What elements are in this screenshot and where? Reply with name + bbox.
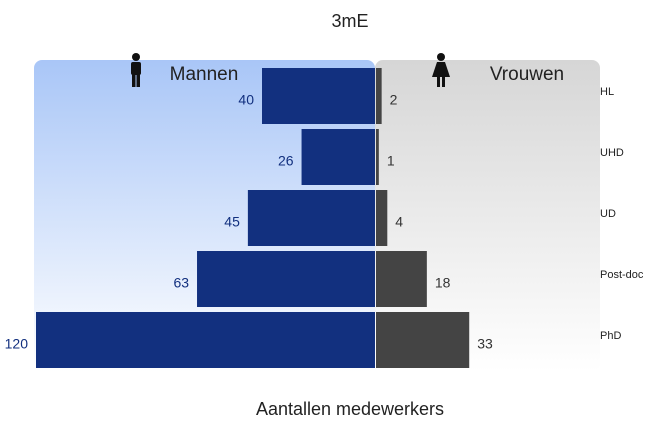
value-label: 18: [435, 275, 451, 291]
bar: [36, 312, 375, 368]
category-label: HL: [600, 86, 614, 98]
category-label: UHD: [600, 147, 624, 159]
value-label: 33: [477, 336, 493, 352]
women-panel: [375, 60, 600, 372]
legend-label: Mannen: [170, 64, 239, 85]
legend-label: Vrouwen: [490, 64, 564, 85]
category-label: Post-doc: [600, 269, 644, 281]
value-label: 40: [238, 92, 254, 108]
value-label: 2: [390, 92, 398, 108]
women-icon: [432, 53, 450, 87]
bar: [247, 190, 375, 246]
men-icon: [131, 53, 141, 87]
bar: [376, 190, 388, 246]
value-label: 1: [387, 153, 395, 169]
value-label: 26: [278, 153, 294, 169]
bar: [376, 251, 427, 307]
value-label: 45: [224, 214, 240, 230]
bar: [376, 129, 379, 185]
bar: [301, 129, 375, 185]
bar: [376, 68, 382, 124]
x-axis-label: Aantallen medewerkers: [256, 399, 444, 419]
value-label: 63: [173, 275, 189, 291]
bar: [376, 312, 470, 368]
chart-title: 3mE: [331, 11, 368, 31]
category-label: PhD: [600, 330, 621, 342]
value-label: 120: [5, 336, 29, 352]
bar: [197, 251, 375, 307]
value-label: 4: [395, 214, 403, 230]
bar: [262, 68, 375, 124]
category-label: UD: [600, 208, 616, 220]
